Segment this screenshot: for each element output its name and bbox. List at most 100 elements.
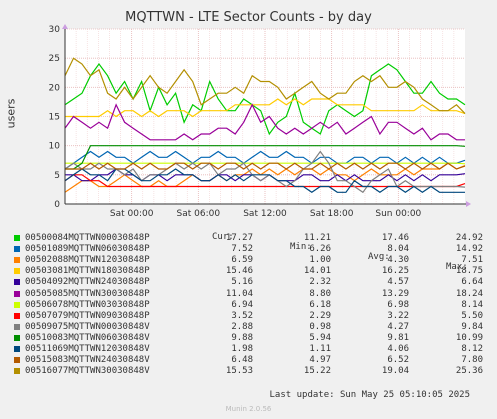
legend-max-value: 9.84: [461, 321, 483, 332]
legend-avg-value: 3.22: [387, 310, 409, 321]
legend-avg-value: 4.06: [387, 344, 409, 354]
x-tick-label: Sat 06:00: [177, 209, 221, 219]
legend-series-name: 00501089MQTTWN06030848P: [25, 244, 150, 255]
legend-cur-value: 9.88: [231, 332, 253, 343]
legend-min-value: 15.22: [303, 366, 331, 377]
legend-cur-value: 6.59: [231, 255, 253, 266]
legend-series-name: 00511069MQTTWN12030848V: [25, 344, 150, 354]
series-line: [64, 168, 465, 194]
legend-swatch: [14, 357, 20, 364]
legend-swatch: [14, 290, 20, 297]
legend-max-value: 7.80: [461, 355, 483, 366]
x-tick-label: Sat 12:00: [243, 209, 287, 219]
y-tick-label: 10: [49, 142, 61, 152]
legend-series-name: 00502088MQTTWN12030848P: [25, 255, 150, 266]
series-lines: [64, 57, 466, 194]
legend-swatch: [14, 312, 20, 319]
legend-series-name: 00516077MQTTWN30030848V: [25, 366, 150, 377]
legend-avg-value: 8.04: [387, 244, 409, 255]
x-tick-label: Sat 18:00: [310, 209, 354, 219]
legend-min-value: 0.98: [309, 321, 331, 332]
y-tick-label: 20: [49, 83, 61, 93]
legend-max-value: 5.50: [461, 310, 483, 321]
series-line: [64, 150, 466, 194]
legend-avg-value: 17.46: [381, 233, 409, 243]
legend-header: Cur: Min: Avg: Max:: [0, 222, 468, 272]
series-line: [64, 150, 466, 170]
legend-series-name: 00507079MQTTWN09030848P: [25, 310, 150, 321]
legend-cur-value: 6.94: [231, 299, 253, 310]
legend-avg-value: 16.25: [381, 266, 409, 277]
y-tick-labels: 0 5 10 15 20 25 30: [49, 25, 61, 210]
legend-cur-value: 11.04: [225, 288, 253, 299]
series-line: [64, 174, 466, 188]
x-axis-arrow-icon: [466, 201, 471, 207]
legend-cur-value: 1.98: [231, 344, 253, 354]
x-tick-label: Sun 00:00: [375, 209, 421, 219]
legend-header-max: Max:: [446, 262, 468, 272]
legend-max-value: 14.92: [455, 244, 483, 255]
legend-avg-value: 6.98: [387, 299, 409, 310]
legend-avg-value: 13.29: [381, 288, 409, 299]
legend-series-name: 00505085MQTTWN30030848P: [25, 288, 150, 299]
legend-header-avg: Avg:: [368, 252, 390, 262]
x-tick-label: Sat 00:00: [110, 209, 154, 219]
legend-series-name: 00515083MQTTWN24030848V: [25, 355, 150, 366]
y-tick-label: 0: [54, 200, 60, 210]
y-tick-label: 30: [49, 25, 61, 35]
legend-avg-value: 6.52: [387, 355, 409, 366]
legend-cur-value: 2.88: [231, 321, 253, 332]
series-line: [65, 98, 466, 118]
y-tick-label: 15: [49, 113, 60, 123]
legend-cur-value: 6.48: [231, 355, 253, 366]
series-line: [65, 162, 466, 165]
legend-swatch: [14, 323, 20, 330]
legend-max-value: 8.14: [461, 299, 483, 310]
legend-swatch: [14, 301, 20, 308]
legend-header-min: Min:: [290, 242, 312, 252]
legend-min-value: 2.32: [309, 277, 331, 288]
legend-min-value: 1.11: [309, 344, 331, 354]
legend-cur-value: 3.52: [231, 310, 253, 321]
legend-series-name: 00504092MQTTWN24030848P: [25, 277, 150, 288]
legend-max-value: 18.75: [455, 266, 483, 277]
legend-header-cur: Cur:: [212, 232, 234, 242]
chart-title: MQTTWN - LTE Sector Counts - by day: [125, 10, 372, 25]
y-tick-label: 5: [54, 171, 60, 181]
legend-min-value: 5.94: [309, 332, 331, 343]
series-line: [64, 162, 466, 193]
legend-max-value: 7.51: [461, 255, 483, 266]
legend-min-value: 2.29: [309, 310, 331, 321]
legend-swatch: [14, 268, 20, 275]
legend-swatch: [14, 257, 20, 264]
legend-avg-value: 19.04: [381, 366, 409, 377]
legend-min-value: 1.00: [309, 255, 331, 266]
legend-swatch: [14, 334, 20, 341]
legend-max-value: 25.36: [455, 366, 483, 377]
legend-cur-value: 15.46: [225, 266, 253, 277]
series-line: [64, 57, 466, 115]
legend-max-value: 24.92: [455, 233, 483, 243]
legend-series-name: 00506078MQTTWN03030848P: [25, 299, 150, 310]
y-tick-label: 25: [49, 54, 60, 64]
legend-swatch: [14, 279, 20, 286]
x-tick-labels: Sat 00:00 Sat 06:00 Sat 12:00 Sat 18:00 Sun …: [110, 209, 422, 219]
legend-cur-value: 17.27: [225, 233, 253, 243]
legend-series-name: 00510083MQTTWN06030848V: [25, 332, 150, 343]
munin-version: Munin 2.0.56: [225, 405, 272, 413]
legend-series-name: 00503081MQTTWN18030848P: [25, 266, 150, 277]
legend-avg-value: 9.81: [387, 332, 409, 343]
legend-max-value: 18.24: [455, 288, 483, 299]
legend-series-name: 00509075MQTTWN00030848V: [25, 321, 150, 332]
legend-swatch: [14, 235, 20, 241]
legend-max-value: 10.99: [455, 332, 483, 343]
y-axis-arrow-icon: [62, 24, 68, 29]
legend-cur-value: 5.16: [231, 277, 253, 288]
legend-max-value: 6.64: [461, 277, 483, 288]
series-line: [64, 103, 465, 141]
last-update: Last update: Sun May 25 05:10:05 2025: [269, 390, 470, 400]
legend-min-value: 8.80: [309, 288, 331, 299]
legend-min-value: 4.97: [309, 355, 331, 366]
series-line: [65, 145, 466, 170]
